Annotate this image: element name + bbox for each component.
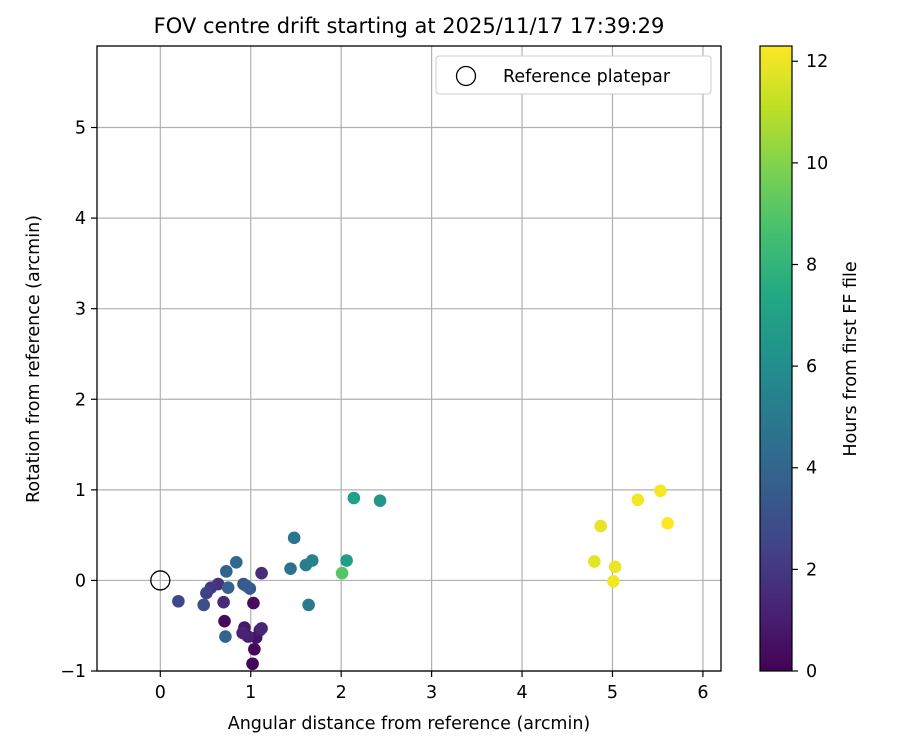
y-tick-label: −1 bbox=[60, 662, 86, 682]
data-point bbox=[236, 626, 249, 640]
data-point bbox=[631, 493, 645, 507]
data-point bbox=[246, 657, 259, 671]
data-point bbox=[197, 598, 211, 612]
chart-title: FOV centre drift starting at 2025/11/17 … bbox=[154, 14, 665, 38]
data-point bbox=[608, 560, 622, 574]
colorbar-tick-label: 8 bbox=[806, 255, 817, 275]
x-tick-label: 2 bbox=[336, 683, 347, 703]
data-point bbox=[661, 517, 674, 530]
x-tick-label: 5 bbox=[607, 683, 618, 703]
reference-marker-layer bbox=[150, 570, 171, 591]
data-point bbox=[340, 554, 353, 567]
legend: Reference platepar bbox=[435, 55, 712, 95]
colorbar-ticks: 0 2 4 6 8 10 12 bbox=[792, 52, 828, 682]
colorbar-tick-label: 4 bbox=[806, 459, 817, 479]
colorbar-tick-label: 10 bbox=[806, 154, 828, 174]
x-tick-label: 1 bbox=[245, 683, 256, 703]
data-points bbox=[172, 484, 674, 671]
data-point bbox=[287, 531, 301, 545]
data-point bbox=[594, 519, 608, 533]
colorbar-tick-label: 0 bbox=[806, 662, 817, 682]
data-point bbox=[284, 562, 297, 575]
legend-reference-label: Reference platepar bbox=[503, 67, 671, 87]
data-point bbox=[255, 622, 268, 635]
data-point bbox=[229, 556, 243, 569]
colorbar-tick-label: 2 bbox=[806, 560, 817, 580]
x-axis-ticks: 0 1 2 3 4 5 6 bbox=[155, 671, 708, 703]
data-point bbox=[247, 596, 260, 610]
x-axis-label: Angular distance from reference (arcmin) bbox=[228, 714, 591, 734]
data-point bbox=[255, 566, 268, 580]
data-point bbox=[219, 630, 232, 643]
y-tick-label: 1 bbox=[75, 481, 86, 501]
data-point bbox=[347, 491, 361, 505]
data-point bbox=[373, 494, 387, 508]
data-point bbox=[305, 554, 319, 567]
reference-marker bbox=[150, 570, 171, 591]
x-tick-label: 6 bbox=[697, 683, 708, 703]
y-tick-label: 4 bbox=[75, 209, 86, 229]
data-point bbox=[588, 555, 601, 568]
x-tick-label: 3 bbox=[426, 683, 437, 703]
data-point bbox=[221, 581, 235, 594]
data-point bbox=[335, 566, 349, 580]
data-point bbox=[200, 586, 213, 600]
data-point bbox=[220, 565, 233, 578]
data-point bbox=[654, 484, 667, 498]
data-point bbox=[239, 579, 253, 593]
data-point bbox=[172, 594, 185, 608]
y-axis-label: Rotation from reference (arcmin) bbox=[24, 215, 44, 503]
y-tick-label: 3 bbox=[75, 300, 86, 320]
plot-area-frame bbox=[96, 45, 722, 672]
y-tick-label: 5 bbox=[75, 119, 86, 139]
x-tick-label: 0 bbox=[155, 683, 166, 703]
colorbar bbox=[759, 45, 793, 672]
colorbar-tick-label: 6 bbox=[806, 357, 817, 377]
data-point bbox=[302, 598, 315, 612]
data-point bbox=[217, 595, 230, 609]
y-tick-label: 0 bbox=[75, 571, 86, 591]
x-tick-label: 4 bbox=[516, 683, 527, 703]
data-point bbox=[607, 575, 620, 588]
data-point bbox=[218, 614, 231, 628]
legend-box bbox=[435, 55, 712, 95]
colorbar-tick-label: 12 bbox=[806, 52, 828, 72]
y-tick-label: 2 bbox=[75, 390, 86, 410]
y-axis-ticks: −1 0 1 2 3 4 5 bbox=[60, 119, 97, 682]
data-point bbox=[248, 642, 261, 656]
legend-reference-marker bbox=[455, 65, 477, 87]
colorbar-label: Hours from first FF file bbox=[841, 261, 861, 456]
